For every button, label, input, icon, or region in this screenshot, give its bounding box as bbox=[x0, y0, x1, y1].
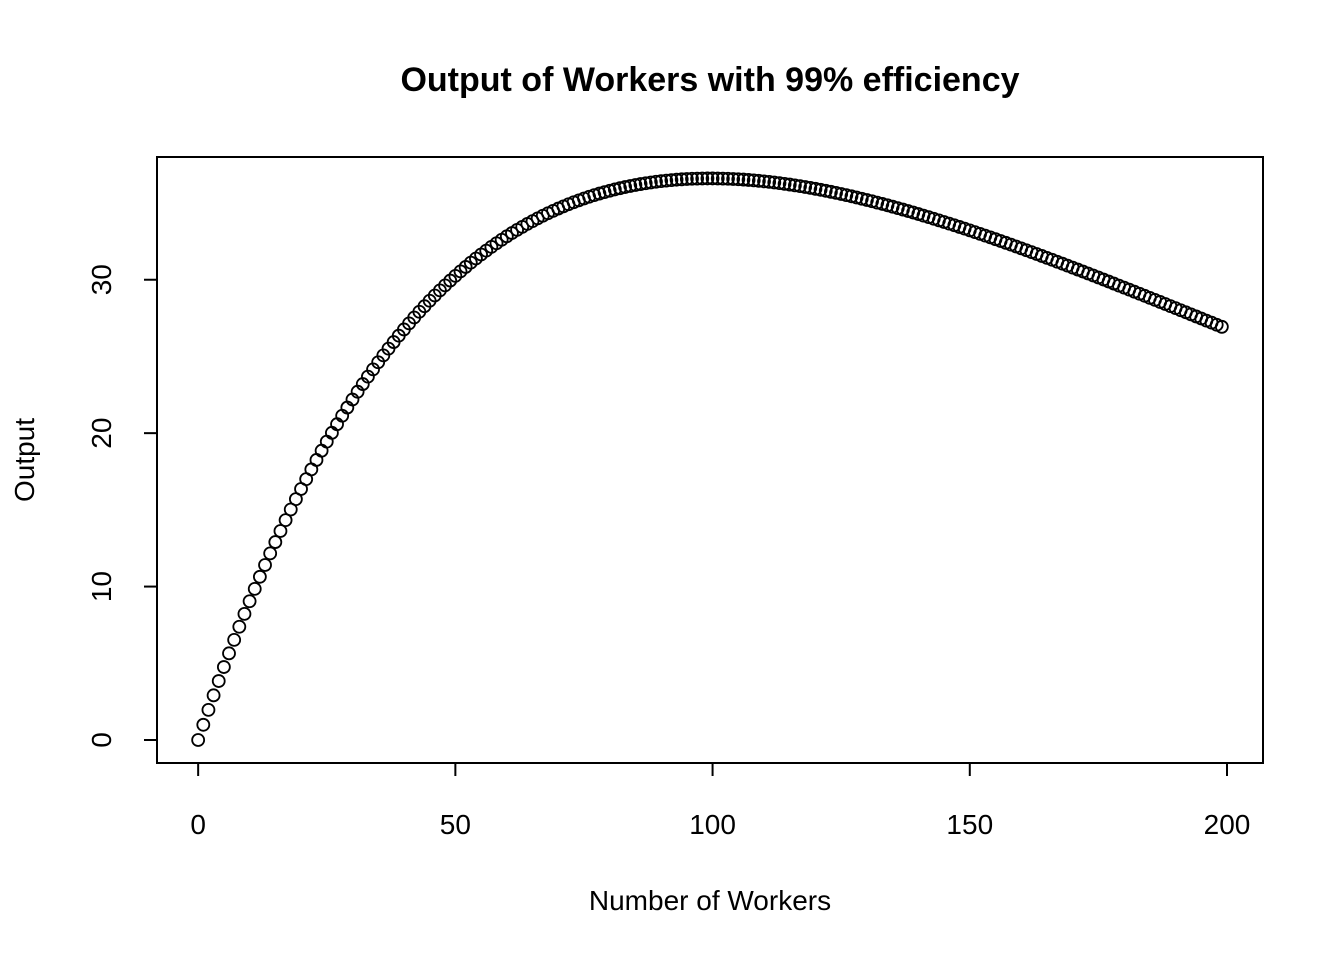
data-point bbox=[607, 182, 622, 197]
data-point bbox=[273, 524, 288, 538]
data-point bbox=[818, 183, 833, 198]
data-point bbox=[803, 180, 818, 195]
y-axis-label: Output bbox=[9, 418, 40, 502]
data-point bbox=[623, 179, 638, 193]
data-point bbox=[772, 176, 787, 191]
data-point bbox=[726, 172, 741, 186]
y-tick-label: 0 bbox=[86, 732, 117, 748]
data-point bbox=[643, 175, 658, 190]
data-point bbox=[597, 185, 612, 200]
data-point bbox=[191, 733, 206, 747]
data-point bbox=[1214, 319, 1229, 334]
data-point bbox=[613, 181, 627, 196]
data-point bbox=[633, 177, 648, 191]
data-point bbox=[258, 558, 272, 572]
data-point bbox=[710, 171, 725, 186]
data-point bbox=[757, 174, 771, 189]
data-point bbox=[232, 619, 247, 634]
data-point bbox=[767, 175, 782, 190]
x-tick-label: 100 bbox=[689, 809, 736, 840]
data-point bbox=[252, 569, 267, 584]
data-point bbox=[659, 173, 674, 188]
data-point bbox=[823, 184, 838, 199]
data-point bbox=[216, 660, 231, 674]
data-point bbox=[746, 173, 761, 188]
data-point bbox=[751, 173, 766, 188]
data-point bbox=[829, 185, 843, 200]
data-point bbox=[731, 172, 746, 187]
data-point bbox=[654, 174, 669, 189]
data-point bbox=[201, 703, 216, 717]
data-point bbox=[314, 443, 329, 458]
data-point bbox=[263, 546, 278, 561]
data-point bbox=[813, 182, 828, 197]
data-point bbox=[278, 513, 293, 528]
data-point bbox=[222, 646, 236, 661]
data-point bbox=[664, 173, 679, 188]
x-axis-label: Number of Workers bbox=[589, 885, 831, 916]
data-point bbox=[206, 688, 221, 703]
y-tick-label: 10 bbox=[86, 571, 117, 602]
chart-title: Output of Workers with 99% efficiency bbox=[400, 61, 1019, 99]
data-point bbox=[787, 178, 802, 193]
x-tick-label: 50 bbox=[440, 809, 471, 840]
data-point bbox=[319, 434, 334, 449]
data-point bbox=[695, 171, 710, 186]
x-tick-label: 200 bbox=[1204, 809, 1251, 840]
data-point bbox=[674, 172, 689, 187]
data-point bbox=[690, 171, 705, 186]
data-point bbox=[227, 632, 242, 647]
data-point bbox=[700, 171, 715, 186]
x-axis: 0 50 100 150 200 bbox=[190, 762, 1251, 840]
x-tick-label: 150 bbox=[946, 809, 993, 840]
data-point bbox=[715, 171, 730, 186]
x-tick-label: 0 bbox=[190, 809, 206, 840]
data-point bbox=[849, 190, 864, 205]
data-point bbox=[777, 176, 792, 191]
data-point bbox=[669, 172, 684, 187]
data-point bbox=[247, 581, 262, 596]
data-point bbox=[844, 189, 859, 204]
data-point bbox=[839, 188, 854, 203]
data-point bbox=[196, 717, 211, 732]
data-point bbox=[782, 177, 797, 192]
data-point bbox=[798, 180, 813, 194]
y-tick-label: 20 bbox=[86, 418, 117, 449]
data-point bbox=[793, 179, 807, 194]
data-point bbox=[865, 194, 879, 209]
data-point bbox=[602, 183, 617, 198]
data-point bbox=[685, 171, 699, 186]
y-axis: 0 10 20 30 bbox=[86, 264, 158, 748]
data-points bbox=[191, 171, 1229, 747]
data-point bbox=[870, 195, 885, 210]
data-point bbox=[679, 172, 694, 186]
data-point bbox=[618, 180, 633, 194]
data-point bbox=[638, 176, 653, 191]
data-point bbox=[860, 193, 874, 207]
data-point bbox=[649, 174, 663, 189]
data-point bbox=[268, 535, 283, 549]
data-point bbox=[211, 674, 226, 688]
data-point bbox=[736, 172, 751, 187]
data-point bbox=[762, 174, 777, 189]
data-point bbox=[705, 171, 720, 186]
data-point bbox=[242, 594, 257, 609]
data-point bbox=[854, 191, 869, 206]
data-point bbox=[875, 197, 890, 211]
data-point bbox=[237, 606, 252, 621]
data-point bbox=[628, 178, 643, 192]
data-point bbox=[721, 171, 735, 186]
data-point bbox=[741, 173, 756, 187]
data-point bbox=[808, 181, 823, 196]
data-point bbox=[834, 187, 849, 201]
y-tick-label: 30 bbox=[86, 264, 117, 295]
